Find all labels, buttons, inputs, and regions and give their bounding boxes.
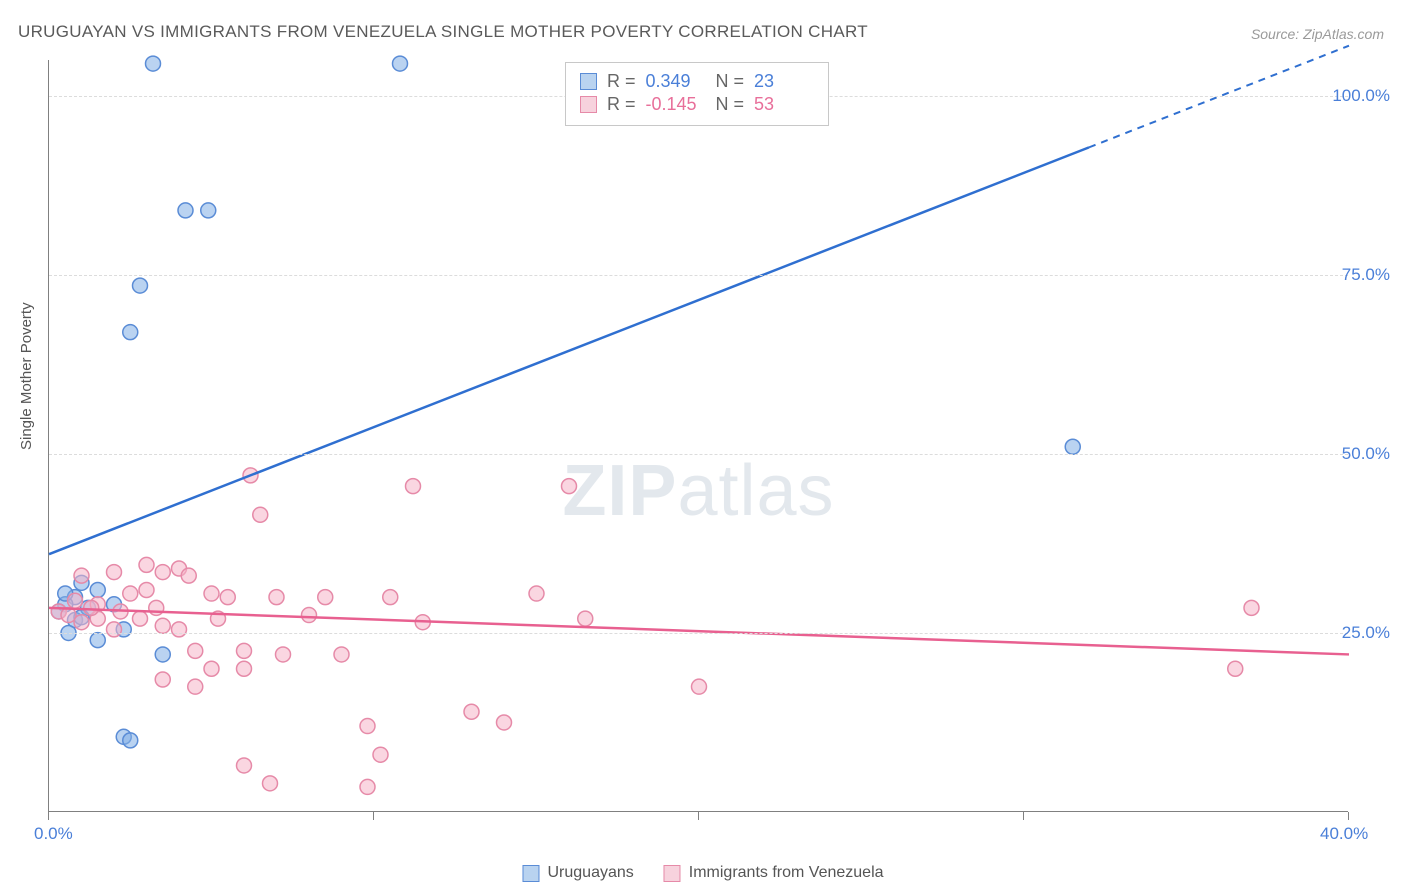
y-axis-label: Single Mother Poverty	[18, 302, 35, 450]
data-point	[383, 590, 398, 605]
data-point	[123, 733, 138, 748]
chart-plot-area: ZIPatlas	[48, 60, 1348, 812]
data-point	[373, 747, 388, 762]
stats-row-series-1: R = -0.145 N = 53	[580, 94, 814, 115]
data-point	[155, 618, 170, 633]
data-point	[146, 56, 161, 71]
data-point	[123, 586, 138, 601]
ytick-label: 25.0%	[1342, 623, 1390, 643]
xtick	[373, 812, 374, 820]
data-point	[178, 203, 193, 218]
data-point	[74, 615, 89, 630]
source-attribution: Source: ZipAtlas.com	[1251, 26, 1384, 42]
legend-label-1: Immigrants from Venezuela	[689, 864, 884, 882]
data-point	[90, 633, 105, 648]
data-point	[1244, 600, 1259, 615]
data-point	[1228, 661, 1243, 676]
data-point	[302, 608, 317, 623]
gridline	[49, 454, 1348, 455]
swatch-blue-icon	[522, 865, 539, 882]
data-point	[204, 586, 219, 601]
correlation-stats-box: R = 0.349 N = 23 R = -0.145 N = 53	[565, 62, 829, 126]
data-point	[68, 593, 83, 608]
data-point	[276, 647, 291, 662]
legend-label-0: Uruguayans	[547, 864, 633, 882]
legend: Uruguayans Immigrants from Venezuela	[522, 864, 883, 882]
data-point	[497, 715, 512, 730]
data-point	[155, 647, 170, 662]
data-point	[334, 647, 349, 662]
xtick	[1023, 812, 1024, 820]
data-point	[84, 600, 99, 615]
r-label: R =	[607, 71, 636, 92]
xtick	[48, 812, 49, 820]
data-point	[139, 557, 154, 572]
swatch-pink-icon	[664, 865, 681, 882]
data-point	[360, 719, 375, 734]
data-point	[133, 278, 148, 293]
scatter-svg	[49, 60, 1348, 811]
data-point	[360, 779, 375, 794]
data-point	[139, 582, 154, 597]
data-point	[204, 661, 219, 676]
n-value-0: 23	[754, 71, 814, 92]
data-point	[253, 507, 268, 522]
data-point	[237, 661, 252, 676]
legend-item-1: Immigrants from Venezuela	[664, 864, 884, 882]
data-point	[464, 704, 479, 719]
xtick	[698, 812, 699, 820]
r-label: R =	[607, 94, 636, 115]
n-label: N =	[716, 71, 745, 92]
gridline	[49, 633, 1348, 634]
data-point	[107, 622, 122, 637]
stats-row-series-0: R = 0.349 N = 23	[580, 71, 814, 92]
r-value-0: 0.349	[646, 71, 706, 92]
data-point	[201, 203, 216, 218]
data-point	[155, 565, 170, 580]
data-point	[318, 590, 333, 605]
data-point	[90, 582, 105, 597]
data-point	[578, 611, 593, 626]
data-point	[172, 622, 187, 637]
data-point	[529, 586, 544, 601]
data-point	[188, 643, 203, 658]
data-point	[406, 479, 421, 494]
data-point	[123, 325, 138, 340]
data-point	[220, 590, 235, 605]
data-point	[692, 679, 707, 694]
legend-item-0: Uruguayans	[522, 864, 633, 882]
gridline	[49, 275, 1348, 276]
ytick-label: 50.0%	[1342, 444, 1390, 464]
data-point	[562, 479, 577, 494]
data-point	[155, 672, 170, 687]
swatch-pink-icon	[580, 96, 597, 113]
data-point	[263, 776, 278, 791]
n-value-1: 53	[754, 94, 814, 115]
n-label: N =	[716, 94, 745, 115]
data-point	[74, 568, 89, 583]
data-point	[133, 611, 148, 626]
r-value-1: -0.145	[646, 94, 706, 115]
ytick-label: 75.0%	[1342, 265, 1390, 285]
data-point	[188, 679, 203, 694]
xtick	[1348, 812, 1349, 820]
data-point	[269, 590, 284, 605]
swatch-blue-icon	[580, 73, 597, 90]
xtick-label: 40.0%	[1320, 824, 1368, 844]
ytick-label: 100.0%	[1332, 86, 1390, 106]
chart-title: URUGUAYAN VS IMMIGRANTS FROM VENEZUELA S…	[18, 22, 868, 42]
data-point	[107, 565, 122, 580]
xtick-label: 0.0%	[34, 824, 73, 844]
data-point	[181, 568, 196, 583]
data-point	[237, 758, 252, 773]
data-point	[393, 56, 408, 71]
data-point	[1065, 439, 1080, 454]
data-point	[237, 643, 252, 658]
